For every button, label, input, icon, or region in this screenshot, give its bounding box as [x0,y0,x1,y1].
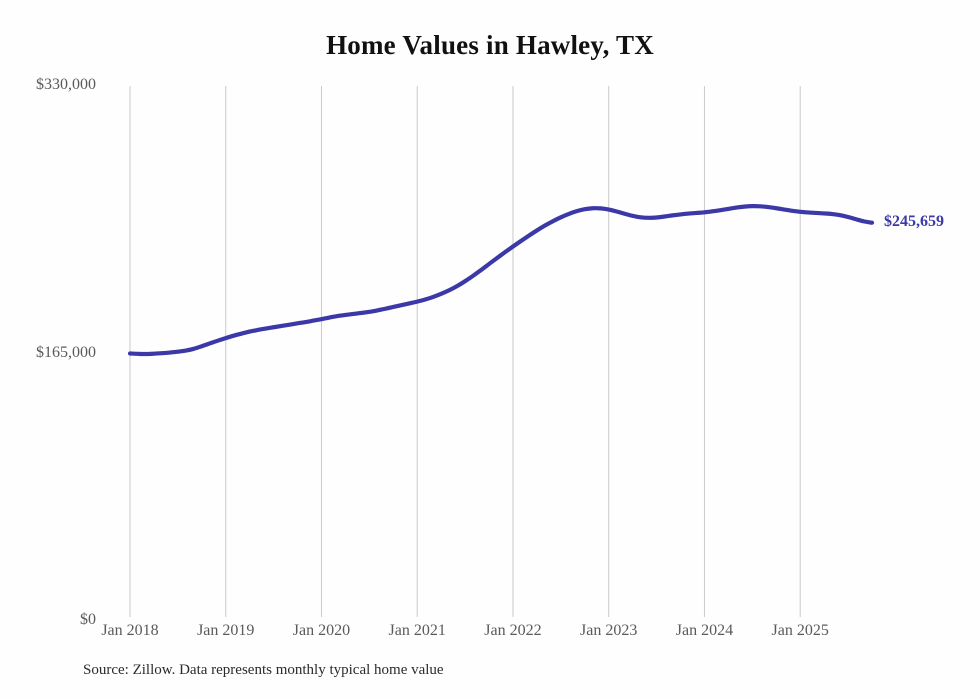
xtick-label: Jan 2020 [292,622,351,639]
xtick-label: Jan 2019 [197,622,255,639]
source-note: Source: Zillow. Data represents monthly … [83,662,444,678]
ytick-label: $165,000 [36,343,96,361]
xtick-label: Jan 2022 [484,622,542,639]
gridlines-group [129,86,801,617]
page-title: Home Values in Hawley, TX [326,30,654,60]
xtick-label: Jan 2025 [771,622,829,639]
ytick-label: $0 [80,611,96,628]
home-value-line [127,204,875,357]
xtick-label: Jan 2021 [388,622,446,639]
ytick-label: $330,000 [36,76,96,93]
xtick-label: Jan 2023 [580,622,638,639]
endpoint-value-label: $245,659 [884,212,944,230]
xtick-label: Jan 2024 [675,622,734,639]
xtick-label: Jan 2018 [101,622,159,639]
